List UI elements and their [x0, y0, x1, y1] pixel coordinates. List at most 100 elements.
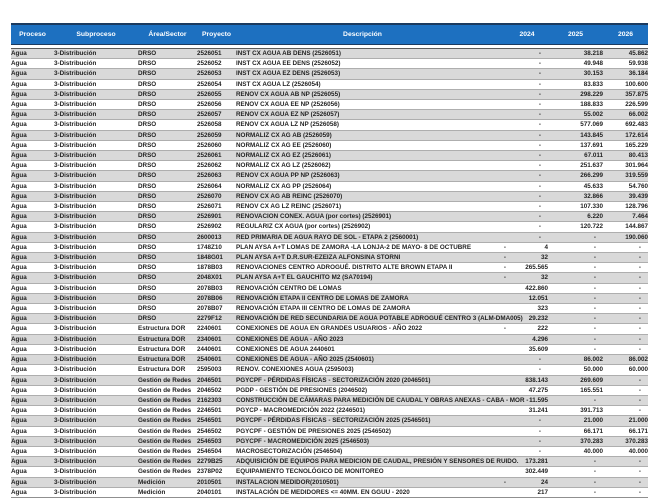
cell-y2026: 36.184 [628, 70, 648, 78]
cell-y2026: - [638, 305, 641, 313]
cell-pre [489, 385, 506, 395]
cell-proyecto: 2526061 [197, 152, 222, 160]
table-row: Agua 3-Distribución DRSO 1748Z10 PLAN AYSA A… [11, 242, 648, 253]
cell-proceso: Agua [11, 376, 27, 384]
cell-descripcion: RENOV CX AGUA AB NP (2526055) [236, 90, 341, 98]
cell-subproceso: 3-Distribución [54, 264, 97, 272]
col-header-descripcion: Descripción [343, 31, 382, 38]
cell-proceso: Agua [11, 152, 27, 160]
table-row: Agua 3-Distribución Gestión de Redes 254650… [11, 426, 648, 437]
cell-pre [489, 120, 506, 130]
cell-y2026: 45.862 [628, 50, 648, 57]
cell-proyecto: 2546502 [197, 427, 222, 435]
cell-descripcion: PLAN AYSA A+T D.R.SUR-EZEIZA ALFONSINA S… [236, 254, 401, 262]
cell-proceso: Agua [11, 223, 27, 231]
cell-proceso: Agua [11, 488, 27, 496]
cell-y2026: 80.413 [628, 152, 648, 160]
cell-y2026: 40.000 [628, 447, 648, 455]
cell-y2024: - [538, 172, 541, 180]
cell-y2026: 319.559 [625, 172, 648, 180]
cell-proceso: Agua [11, 335, 27, 343]
table-row: Agua 3-Distribución DRSO 2078B07 RENOVACIÓN … [11, 303, 648, 314]
cell-y2025: 137.691 [580, 141, 603, 149]
cell-y2026: - [638, 264, 641, 272]
cell-subproceso: 3-Distribución [54, 213, 97, 221]
cell-y2025: 269.609 [580, 376, 603, 384]
cell-proyecto: 2078B03 [197, 284, 223, 292]
cell-y2025: 67.011 [584, 152, 603, 160]
cell-proceso: Agua [11, 264, 27, 272]
table-row: Agua 3-Distribución Gestión de Redes 216230… [11, 395, 648, 406]
cell-proceso: Agua [11, 213, 27, 221]
cell-area: Gestión de Redes [138, 417, 192, 425]
table-row: Agua 3-Distribución Gestión de Redes 2378P0… [11, 466, 648, 478]
cell-area: Gestión de Redes [138, 458, 192, 466]
cell-y2024: - [538, 192, 541, 200]
cell-area: DRSO [138, 162, 157, 170]
cell-subproceso: 3-Distribución [54, 121, 97, 129]
cell-y2025: - [593, 396, 596, 404]
cell-y2024: - [538, 70, 541, 78]
cell-y2024: - [538, 141, 541, 149]
cell-descripcion: PGYCPF - PÉRDIDAS FÍSICAS - SECTORIZACIÓ… [236, 376, 431, 384]
cell-proyecto: 2546503 [197, 437, 222, 445]
cell-y2026: 226.599 [625, 101, 648, 109]
cell-y2025: 143.845 [580, 131, 603, 139]
cell-y2024: - [538, 447, 541, 455]
cell-y2026: 66.002 [628, 111, 648, 119]
cell-subproceso: 3-Distribución [54, 80, 97, 88]
cell-proceso: Agua [11, 274, 27, 282]
cell-proceso: Agua [11, 478, 27, 486]
cell-y2026: 144.867 [625, 223, 648, 231]
cell-y2024: 323 [537, 305, 548, 313]
cell-y2025: - [593, 488, 596, 496]
cell-subproceso: 3-Distribución [54, 284, 97, 292]
cell-proyecto: 2526053 [197, 70, 222, 78]
cell-proyecto: 2010501 [197, 478, 222, 486]
table-row: Agua 3-Distribución DRSO 2526060 NORMALIZ CX… [11, 140, 648, 151]
cell-subproceso: 3-Distribución [54, 488, 97, 496]
cell-proyecto: 2046501 [197, 376, 222, 384]
cell-descripcion: RENOVACION CONEX. AGUA (por cortes) (252… [236, 213, 392, 221]
cell-y2025: - [593, 325, 596, 333]
table-row: Agua 3-Distribución DRSO 1848G01 PLAN AYSA A… [11, 252, 648, 263]
cell-y2024: 222 [537, 325, 548, 333]
cell-descripcion: CONEXIONES DE AGUA 2440601 [236, 345, 335, 353]
cell-y2024: 4.296 [532, 335, 548, 343]
cell-area: Gestión de Redes [138, 447, 192, 455]
cell-proyecto: 2078B06 [197, 294, 223, 302]
cell-proyecto: 2046502 [197, 386, 222, 394]
table-row: Agua 3-Distribución DRSO 2526052 INST CX AGU… [11, 58, 648, 69]
cell-descripcion: INST CX AGUA AB DENS (2526051) [236, 50, 341, 57]
cell-y2024: - [538, 233, 541, 241]
cell-proyecto: 2246501 [197, 407, 222, 415]
cell-proyecto: 1748Z10 [197, 243, 222, 251]
cell-y2025: - [593, 294, 596, 302]
cell-area: DRSO [138, 254, 157, 262]
cell-area: DRSO [138, 264, 157, 272]
cell-pre: - [503, 243, 506, 251]
cell-pre: - [503, 478, 506, 486]
cell-descripcion: RENOV. CONEXIONES AGUA (2595003) [236, 366, 354, 374]
cell-y2026: - [638, 376, 641, 384]
cell-y2025: - [593, 264, 596, 272]
cell-area: Estructura DOR [138, 325, 186, 333]
cell-proyecto: 1848G01 [197, 254, 223, 262]
table-row: Agua 3-Distribución Gestión de Redes 254650… [11, 415, 648, 427]
table-row: Agua 3-Distribución Estructura DOR 2540601 C… [11, 354, 648, 365]
cell-subproceso: 3-Distribución [54, 417, 97, 425]
cell-area: DRSO [138, 233, 157, 241]
cell-area: Medición [138, 488, 166, 496]
table-row: Agua 3-Distribución Medición 2040101 INSTALA… [11, 487, 648, 498]
table-row: Agua 3-Distribución DRSO 2526051 INST CX AGU… [11, 48, 648, 59]
cell-pre: - [503, 274, 506, 282]
table-row: Agua 3-Distribución DRSO 1878B03 RENOVACIONE… [11, 262, 648, 273]
cell-proceso: Agua [11, 90, 27, 98]
col-header-proceso: Proceso [19, 31, 46, 38]
cell-descripcion: CONSTRUCCIÓN DE CÁMARAS PARA MEDICIÓN DE… [236, 396, 532, 404]
cell-subproceso: 3-Distribución [54, 376, 97, 384]
cell-pre [489, 232, 506, 242]
cell-proceso: Agua [11, 325, 27, 333]
cell-proceso: Agua [11, 80, 27, 88]
cell-pre [489, 49, 506, 59]
